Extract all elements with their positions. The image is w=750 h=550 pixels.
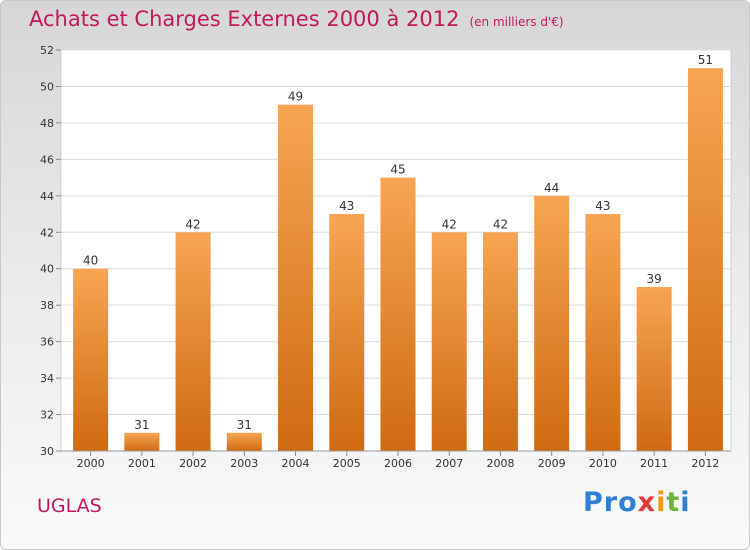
bar-series: 40 31 42 31 49 43 45 42 42 44 43 39 51 (73, 53, 723, 452)
bar-2002 (175, 232, 211, 451)
x-tick-label: 2002 (179, 457, 207, 470)
chart-title-text: Achats et Charges Externes 2000 à 2012 (29, 7, 460, 31)
x-tick-label: 2006 (384, 457, 412, 470)
y-tick-label: 30 (40, 445, 54, 458)
bar-2005 (329, 214, 365, 451)
y-tick-label: 38 (40, 299, 54, 312)
x-tick-label: 2001 (128, 457, 156, 470)
bar-value-label: 43 (595, 199, 610, 213)
bar-value-label: 51 (698, 53, 713, 67)
x-tick-label: 2005 (333, 457, 361, 470)
bar-value-label: 40 (83, 254, 98, 268)
bar-value-label: 43 (339, 199, 354, 213)
bar-2003 (226, 432, 262, 451)
bar-value-label: 39 (647, 272, 662, 286)
logo-part-5: i (680, 487, 691, 518)
proxiti-logo[interactable]: Proxiti (583, 487, 691, 518)
y-tick-label: 48 (40, 117, 54, 130)
chart-title: Achats et Charges Externes 2000 à 2012 (e… (29, 7, 564, 31)
x-tick-label: 2012 (691, 457, 719, 470)
commune-name: UGLAS (37, 495, 102, 517)
y-tick-label: 46 (40, 153, 54, 166)
y-tick-label: 52 (40, 44, 54, 57)
bar-2012 (687, 68, 723, 452)
y-tick-label: 36 (40, 336, 54, 349)
bar-value-label: 31 (237, 418, 252, 432)
y-tick-label: 32 (40, 409, 54, 422)
bar-2011 (636, 286, 672, 451)
bar-2000 (73, 268, 109, 451)
x-tick-label: 2008 (486, 457, 514, 470)
x-tick-label: 2004 (282, 457, 310, 470)
bar-value-label: 42 (442, 217, 457, 231)
x-tick-label: 2003 (230, 457, 258, 470)
bar-value-label: 49 (288, 90, 303, 104)
y-tick-label: 40 (40, 263, 54, 276)
x-tick-label: 2011 (640, 457, 668, 470)
y-tick-label: 44 (40, 190, 54, 203)
bar-2006 (380, 177, 416, 451)
bar-2001 (124, 432, 160, 451)
logo-part-3: i (656, 487, 667, 518)
x-tick-label: 2009 (538, 457, 566, 470)
x-tick-label: 2007 (435, 457, 463, 470)
x-axis: 2000 2001 2002 2003 2004 2005 2006 2007 2008 2009… (61, 450, 731, 470)
bar-2004 (278, 104, 314, 451)
bar-2008 (482, 232, 518, 451)
y-tick-label: 50 (40, 80, 54, 93)
logo-part-2: x (637, 487, 657, 518)
y-tick-label: 42 (40, 226, 54, 239)
bar-value-label: 45 (390, 163, 405, 177)
bar-value-label: 42 (185, 217, 200, 231)
logo-part-4: t (666, 487, 681, 518)
x-tick-label: 2000 (77, 457, 105, 470)
bar-value-label: 44 (544, 181, 559, 195)
bar-2009 (534, 195, 570, 451)
bar-2010 (585, 214, 621, 451)
y-tick-label: 34 (40, 372, 54, 385)
y-axis: 30 32 34 36 38 40 42 44 46 48 50 52 (40, 44, 61, 458)
logo-part-1: Pro (583, 487, 638, 518)
x-tick-label: 2010 (589, 457, 617, 470)
bar-value-label: 42 (493, 217, 508, 231)
chart-subtitle: (en milliers d'€) (469, 15, 564, 29)
bar-value-label: 31 (134, 418, 149, 432)
bar-2007 (431, 232, 467, 451)
